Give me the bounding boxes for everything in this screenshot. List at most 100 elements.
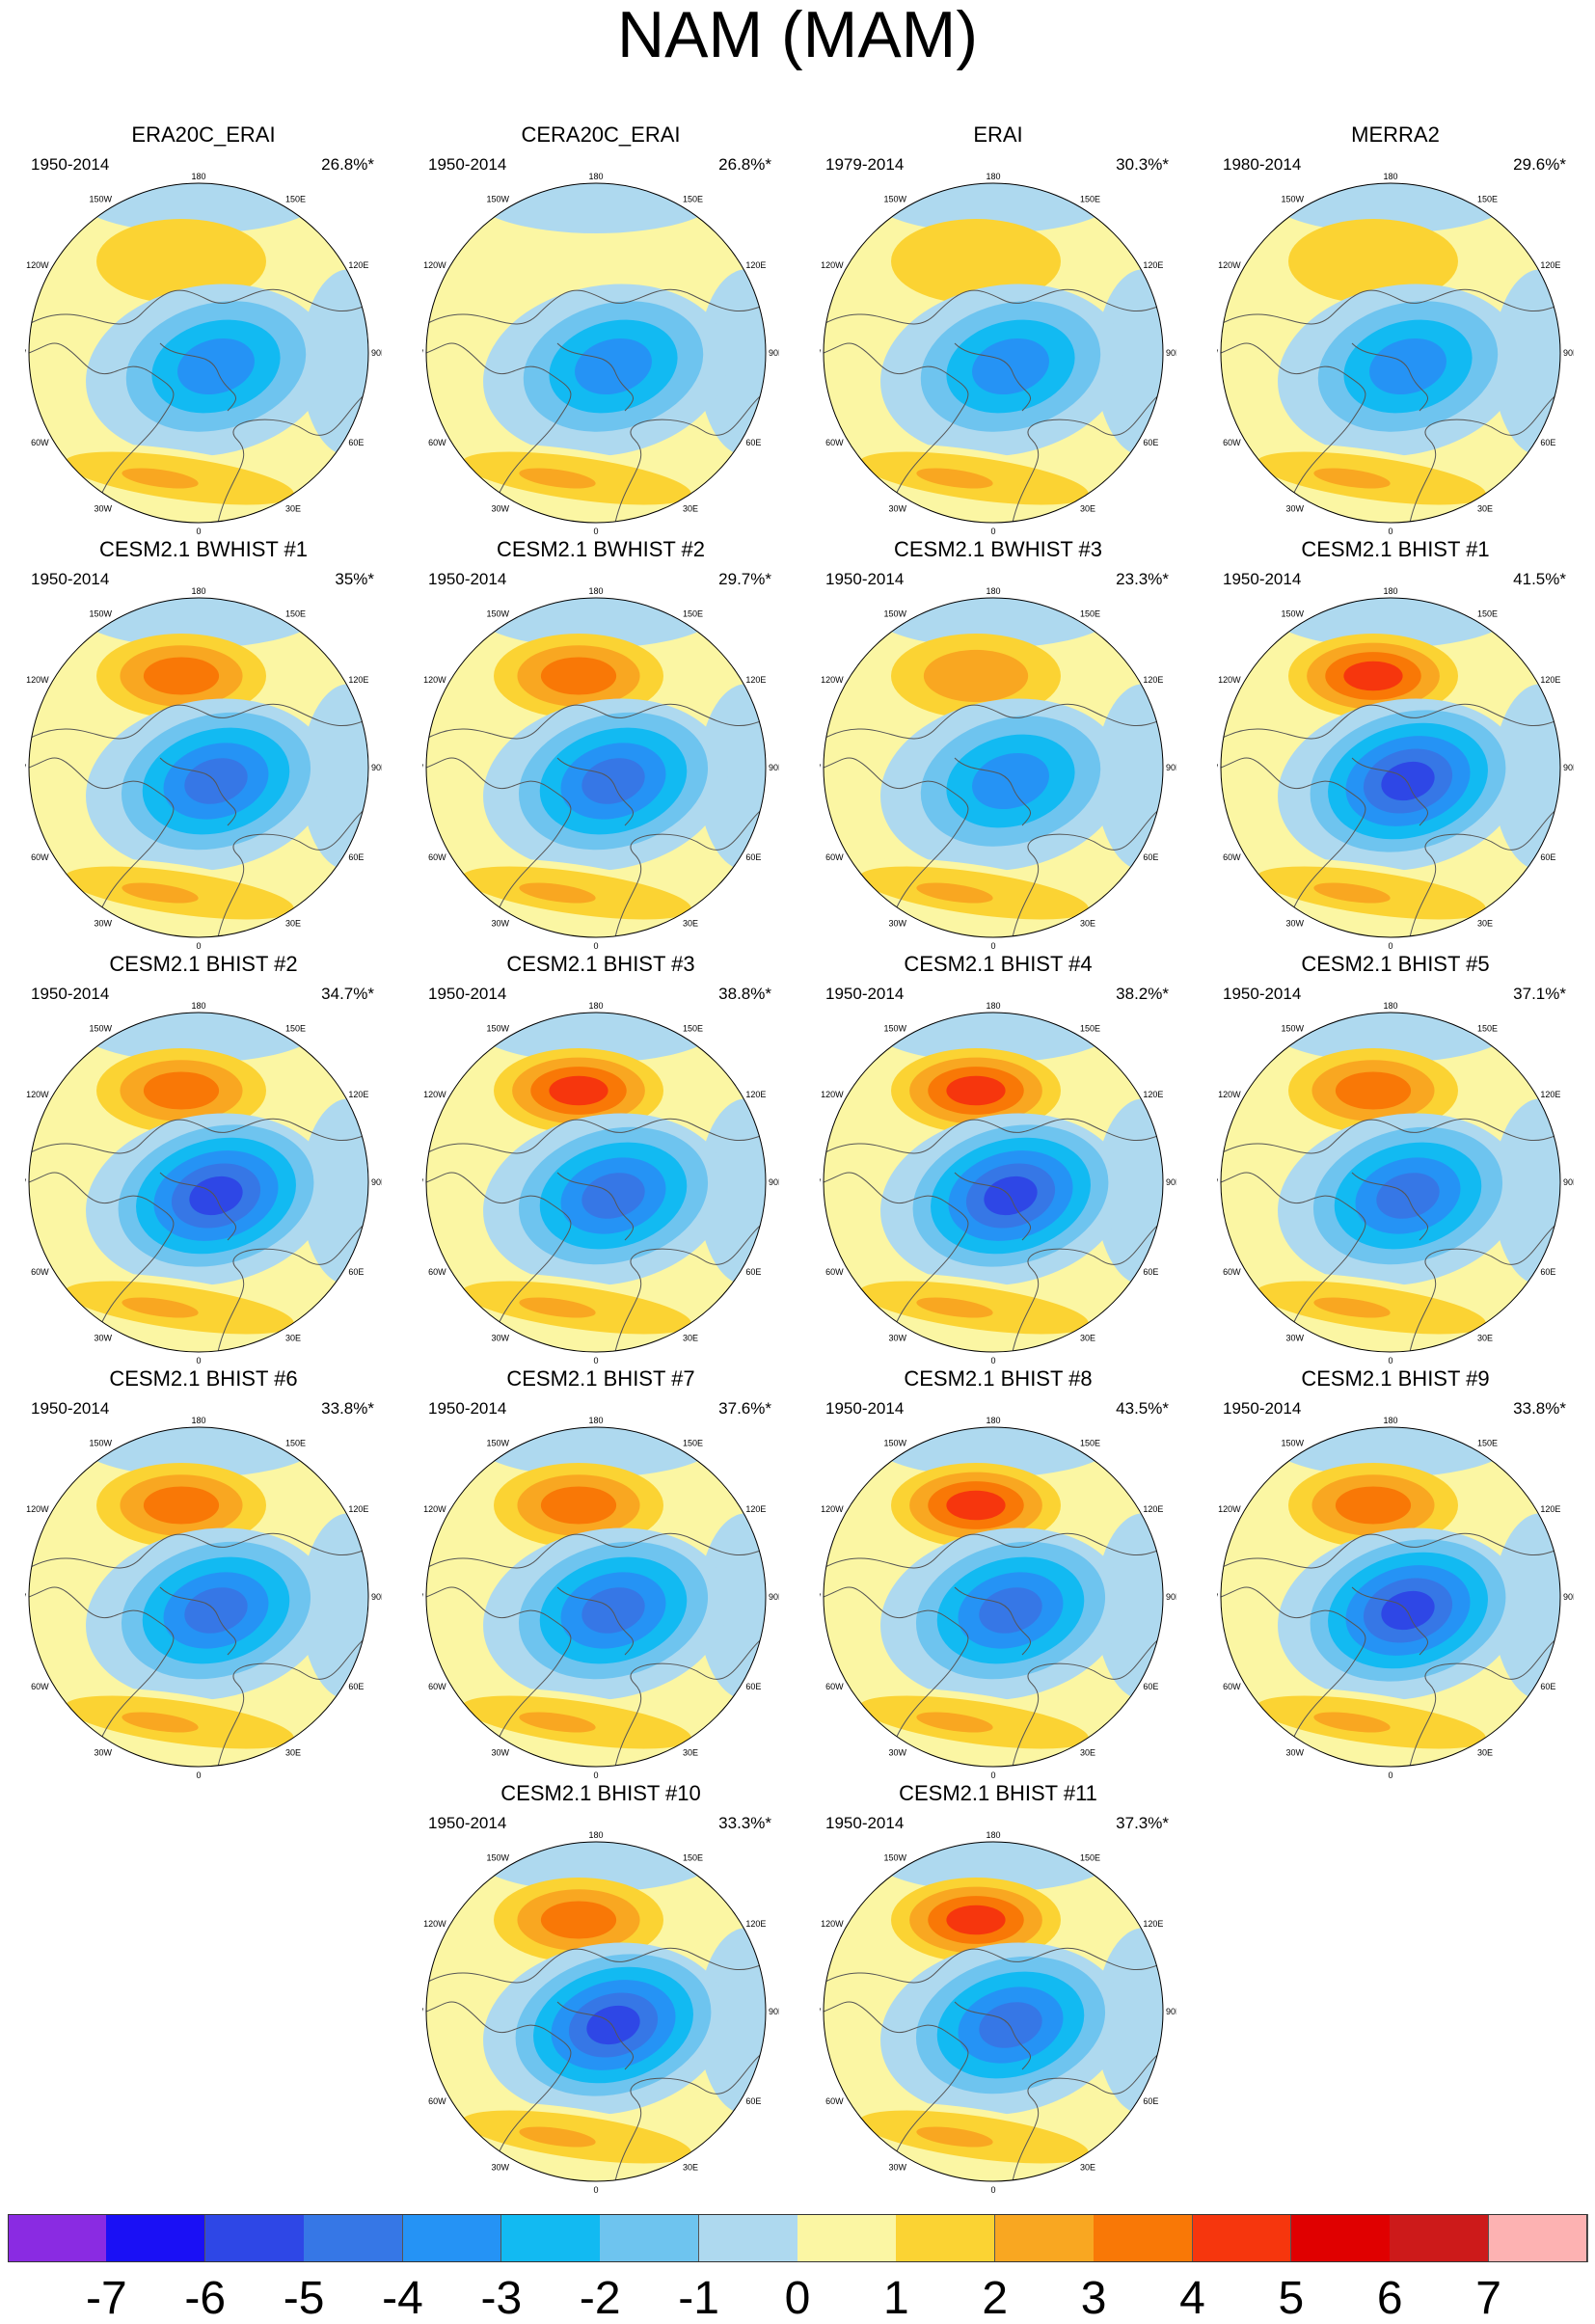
colorbar-cell — [698, 2214, 798, 2262]
panel-title: CESM2.1 BHIST #2 — [109, 952, 298, 976]
panel-period: 1979-2014 — [825, 155, 905, 174]
lon-label-180: 180 — [588, 1001, 603, 1011]
colorbar-cell — [204, 2214, 305, 2262]
lon-label-120w: 120W — [423, 1504, 446, 1514]
colorbar-cell — [1290, 2214, 1391, 2262]
polar-map: 180 0 90W 90E 120W 120E 60W 60E 150W 150E 30W 30E — [422, 586, 779, 951]
panel-title: CESM2.1 BHIST #11 — [899, 1781, 1097, 1805]
panel-percent: 41.5%* — [1513, 570, 1566, 588]
polar-map: 180 0 90W 90E 120W 120E 60W 60E 150W 150E 30W 30E — [422, 1830, 779, 2195]
map-panel: CERA20C_ERAI 1950-2014 26.8%* 180 0 90W 90E 120… — [422, 123, 779, 537]
panel-period: 1950-2014 — [825, 1814, 905, 1832]
lon-label-90e: 90E — [371, 1592, 382, 1602]
lon-label-180: 180 — [986, 172, 1000, 181]
lon-label-120w: 120W — [1218, 1090, 1241, 1099]
map-border — [28, 1012, 369, 1353]
map-panel: CESM2.1 BHIST #9 1950-2014 33.8%* 180 0 90W 90… — [1217, 1367, 1574, 1781]
lon-label-180: 180 — [986, 1001, 1000, 1011]
lon-label-30e: 30E — [683, 918, 698, 928]
map-panel: MERRA2 1980-2014 29.6%* 180 0 90W 90E 120W 120E 6… — [1217, 122, 1574, 537]
polar-map: 180 0 90W 90E 120W 120E 60W 60E 150W 150E 30W 30E — [1217, 1001, 1574, 1365]
lon-label-30e: 30E — [285, 1747, 301, 1757]
lon-label-90e: 90E — [769, 2007, 779, 2016]
lon-label-30w: 30W — [1285, 1333, 1304, 1342]
lon-label-90e: 90E — [769, 1592, 779, 1602]
map-panel: CESM2.1 BHIST #11 1950-2014 37.3%* 180 0 90W 9… — [820, 1781, 1176, 2196]
map-border — [1220, 1012, 1561, 1353]
lon-label-150e: 150E — [1477, 1024, 1498, 1034]
lon-label-150w: 150W — [883, 609, 906, 619]
polar-map: 180 0 90W 90E 120W 120E 60W 60E 150W 150E 30W 30E — [820, 586, 1176, 951]
lon-label-60w: 60W — [825, 2096, 844, 2106]
panel-period: 1950-2014 — [31, 155, 110, 174]
lon-label-180: 180 — [986, 1416, 1000, 1425]
lon-label-90w: 90W — [25, 1177, 26, 1187]
lon-label-150e: 150E — [285, 195, 306, 204]
lon-label-90w: 90W — [422, 1592, 423, 1602]
lon-label-120e: 120E — [1540, 1090, 1560, 1099]
lon-label-30e: 30E — [1477, 1333, 1493, 1342]
lon-label-120e: 120E — [745, 1504, 766, 1514]
map-field — [29, 1427, 368, 1767]
lon-label-120e: 120E — [745, 260, 766, 270]
map-field — [824, 1427, 1163, 1767]
panel-title: ERA20C_ERAI — [131, 122, 276, 147]
lon-label-60w: 60W — [1223, 438, 1241, 447]
panel-title: MERRA2 — [1351, 122, 1440, 147]
lon-label-90w: 90W — [422, 1177, 423, 1187]
panel-percent: 26.8%* — [321, 155, 374, 174]
lon-label-0: 0 — [990, 2185, 995, 2195]
panel-percent: 37.6%* — [718, 1399, 771, 1418]
lon-label-180: 180 — [588, 172, 603, 181]
map-field — [426, 598, 766, 937]
lon-label-180: 180 — [986, 586, 1000, 596]
map-border — [425, 1012, 767, 1353]
lon-label-90w: 90W — [25, 1592, 26, 1602]
lon-label-30w: 30W — [888, 503, 906, 513]
panel-percent: 37.1%* — [1513, 985, 1566, 1003]
map-border — [28, 1426, 369, 1768]
panel-percent: 30.3%* — [1116, 155, 1169, 174]
lon-label-30w: 30W — [491, 1333, 509, 1342]
lon-label-90e: 90E — [1563, 763, 1574, 772]
lon-label-90w: 90W — [422, 2007, 423, 2016]
lon-label-120e: 120E — [1143, 260, 1163, 270]
polar-map: 180 0 90W 90E 120W 120E 60W 60E 150W 150E 30W 30E — [820, 1830, 1176, 2195]
panel-title: CESM2.1 BHIST #7 — [506, 1366, 695, 1391]
map-border — [1220, 182, 1561, 524]
lon-label-90w: 90W — [820, 1177, 821, 1187]
lon-label-90e: 90E — [1166, 1177, 1176, 1187]
panel-percent: 23.3%* — [1116, 570, 1169, 588]
colorbar-tick-label: -2 — [579, 2273, 621, 2324]
colorbar-cell — [1094, 2214, 1193, 2262]
lon-label-150e: 150E — [683, 1439, 703, 1448]
lon-label-150w: 150W — [1281, 609, 1304, 619]
map-border — [823, 1841, 1164, 2182]
lon-label-120w: 120W — [1218, 1504, 1241, 1514]
map-panel: CESM2.1 BHIST #7 1950-2014 37.6%* 180 0 90W 90… — [422, 1366, 779, 1781]
panel-percent: 26.8%* — [718, 155, 771, 174]
lon-label-150e: 150E — [285, 1024, 306, 1034]
lon-label-90w: 90W — [1217, 348, 1218, 358]
lon-label-60e: 60E — [1540, 852, 1555, 862]
lon-label-0: 0 — [593, 1770, 598, 1780]
colorbar-tick-label: -5 — [283, 2273, 325, 2324]
colorbar-tick-label: -4 — [382, 2273, 423, 2324]
lon-label-150e: 150E — [285, 609, 306, 619]
lon-label-60w: 60W — [31, 1682, 49, 1691]
lon-label-150w: 150W — [1281, 195, 1304, 204]
lon-label-0: 0 — [593, 527, 598, 536]
lon-label-30e: 30E — [1080, 918, 1095, 928]
map-panel: ERAI 1979-2014 30.3%* 180 0 90W 90E 120W 120E 60W… — [820, 123, 1176, 537]
colorbar-cell — [500, 2214, 601, 2262]
colorbar-tick-label: 0 — [784, 2273, 811, 2324]
page-title: NAM (MAM) — [617, 0, 978, 71]
map-panel: CESM2.1 BHIST #2 1950-2014 34.7%* 180 0 90W 90… — [25, 952, 382, 1366]
colorbar-cell — [8, 2214, 107, 2262]
lon-label-150e: 150E — [1080, 1439, 1100, 1448]
lon-label-0: 0 — [593, 941, 598, 951]
map-border — [28, 182, 369, 524]
colorbar-tick-label: 7 — [1475, 2273, 1501, 2324]
lon-label-60e: 60E — [348, 1682, 364, 1691]
lon-label-120e: 120E — [745, 1090, 766, 1099]
